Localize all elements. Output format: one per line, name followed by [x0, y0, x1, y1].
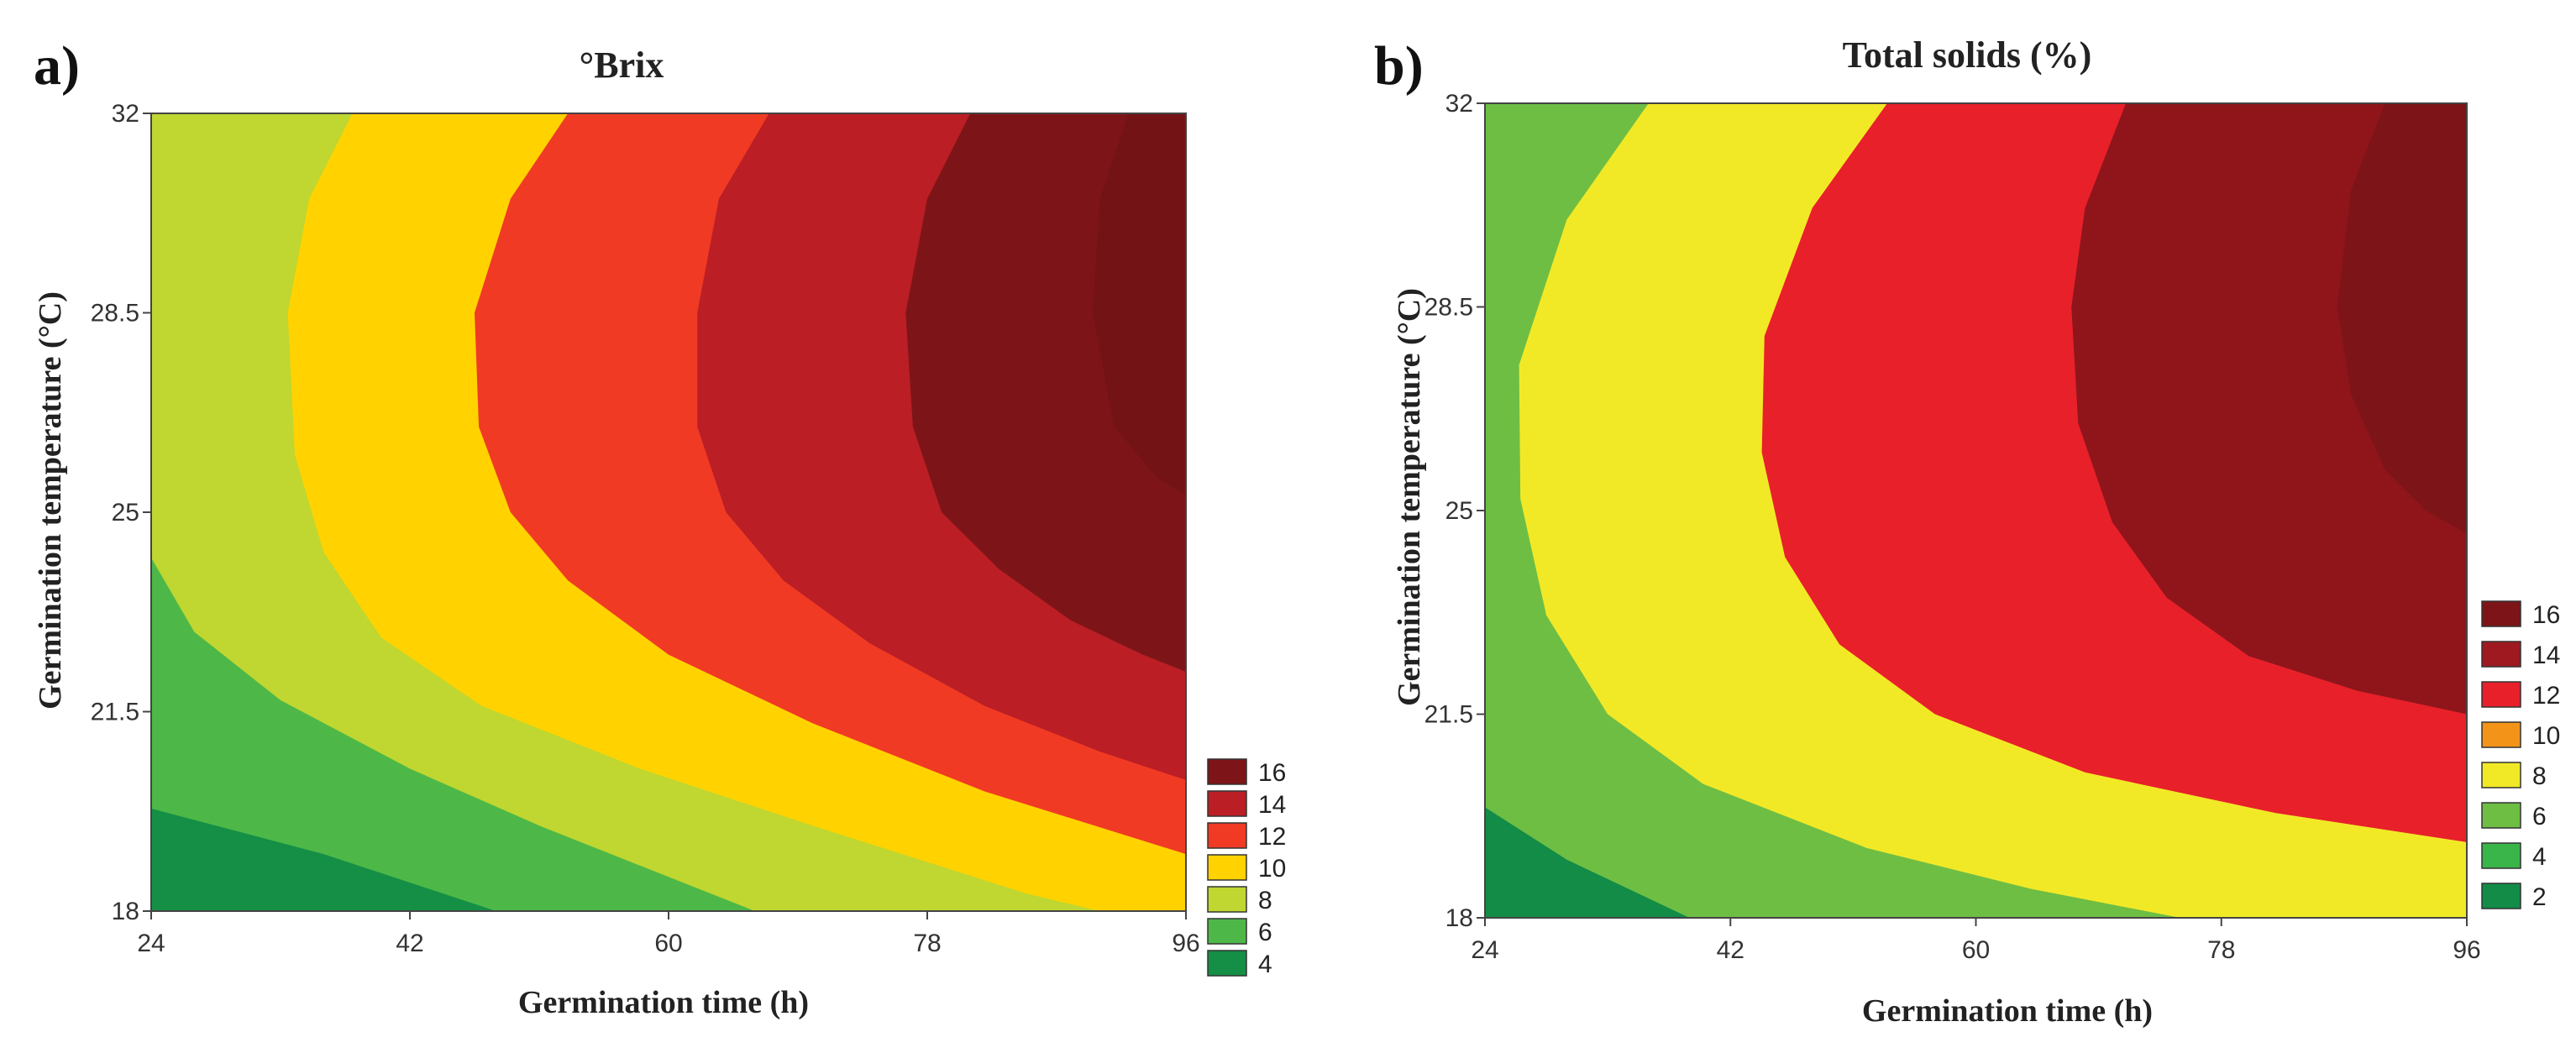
chart-b-x-axis-label: Germination time (h)	[1862, 993, 2153, 1029]
chart-a-y-tick-label: 32	[112, 100, 139, 128]
chart-b-legend-label: 2	[2532, 883, 2547, 911]
chart-b-y-tick-label: 21.5	[1424, 701, 1473, 729]
chart-b-legend: 16 14 12 10 8 6 4 2	[2481, 600, 2560, 911]
chart-a-legend-swatch	[1207, 758, 1247, 785]
chart-a-legend-swatch	[1207, 918, 1247, 945]
chart-b-y-tick-label: 25	[1445, 497, 1473, 525]
chart-a-y-axis-label: Germination temperature (°C)	[33, 291, 68, 710]
chart-b: b) Total solids (%) 24 42 60 78 96 1821.5252…	[1374, 34, 2560, 1029]
chart-b-legend-swatch	[2481, 641, 2521, 668]
chart-b-y-tick-label: 28.5	[1424, 294, 1473, 322]
chart-b-legend-label: 8	[2532, 762, 2547, 790]
chart-b-legend-swatch	[2481, 842, 2521, 869]
chart-b-legend-swatch	[2481, 802, 2521, 829]
chart-a-x-tick-label: 60	[654, 930, 682, 957]
chart-a-legend-swatch	[1207, 886, 1247, 913]
chart-a-legend-swatch	[1207, 822, 1247, 849]
chart-b-plot-area	[1484, 102, 2468, 919]
chart-b-y-ticks: 18 21.5 25 28.5 32	[1424, 90, 1485, 932]
chart-b-y-tick-label: 18	[1445, 904, 1473, 932]
chart-b-x-tick-label: 78	[2207, 936, 2235, 964]
chart-b-x-tick-label: 96	[2453, 936, 2480, 964]
chart-a-legend-swatch	[1207, 790, 1247, 817]
chart-b-legend-label: 10	[2532, 722, 2560, 750]
chart-b-y-tick-label: 32	[1445, 90, 1473, 118]
chart-a-x-tick-label: 96	[1172, 930, 1199, 957]
chart-b-x-ticks: 24 42 60 78 96	[1471, 918, 2481, 964]
chart-a-x-tick-label: 78	[913, 930, 941, 957]
panel-a-label: a)	[34, 35, 80, 97]
chart-a-legend-label: 10	[1258, 855, 1286, 883]
chart-a-legend-label: 8	[1258, 887, 1272, 914]
panel-b-label: b)	[1374, 35, 1424, 97]
chart-a-title: °Brix	[580, 45, 664, 86]
chart-a-y-tick-label: 25	[112, 499, 139, 526]
chart-b-title: Total solids (%)	[1843, 34, 2092, 76]
chart-a-y-ticks: 18 21.5 25 28.5 32	[91, 100, 151, 925]
chart-b-legend-swatch	[2481, 883, 2521, 909]
chart-a-contour-17	[1092, 113, 1186, 495]
chart-b-legend-swatch	[2481, 681, 2521, 708]
chart-a-legend-label: 16	[1258, 759, 1286, 787]
chart-a-legend-label: 14	[1258, 791, 1286, 819]
chart-a-y-tick-label: 28.5	[91, 300, 139, 327]
chart-a-plot-area	[150, 113, 1187, 912]
chart-a-legend-label: 6	[1258, 919, 1272, 946]
chart-a-legend: 16 14 12 10 8 6 4	[1207, 758, 1286, 978]
chart-a-legend-label: 4	[1258, 951, 1272, 978]
chart-b-x-tick-label: 24	[1471, 936, 1498, 964]
chart-b-legend-label: 4	[2532, 843, 2547, 871]
chart-a-y-tick-label: 18	[112, 898, 139, 925]
chart-b-legend-label: 16	[2532, 601, 2560, 629]
chart-a-y-tick-label: 21.5	[91, 699, 139, 726]
chart-a-x-tick-label: 24	[137, 930, 165, 957]
chart-a-x-tick-label: 42	[396, 930, 423, 957]
chart-a-x-axis-label: Germination time (h)	[518, 985, 809, 1020]
chart-a-legend-label: 12	[1258, 823, 1286, 851]
chart-b-legend-label: 12	[2532, 682, 2560, 710]
chart-b-legend-swatch	[2481, 600, 2521, 627]
chart-b-contour-17	[2337, 103, 2467, 534]
chart-a-legend-swatch	[1207, 950, 1247, 977]
chart-b-legend-label: 14	[2532, 642, 2560, 669]
chart-b-y-axis-label: Germination temperature (°C)	[1392, 288, 1427, 706]
chart-b-x-tick-label: 60	[1962, 936, 1990, 964]
chart-a-x-ticks: 24 42 60 78 96	[137, 911, 1200, 957]
chart-b-legend-swatch	[2481, 762, 2521, 788]
chart-b-x-tick-label: 42	[1717, 936, 1744, 964]
chart-b-legend-label: 6	[2532, 803, 2547, 830]
chart-a: a) °Brix 24 42 60 78 96 18 21.5 25 28.5 32 Germi…	[33, 35, 1286, 1020]
chart-a-legend-swatch	[1207, 854, 1247, 881]
chart-b-legend-swatch	[2481, 721, 2521, 748]
